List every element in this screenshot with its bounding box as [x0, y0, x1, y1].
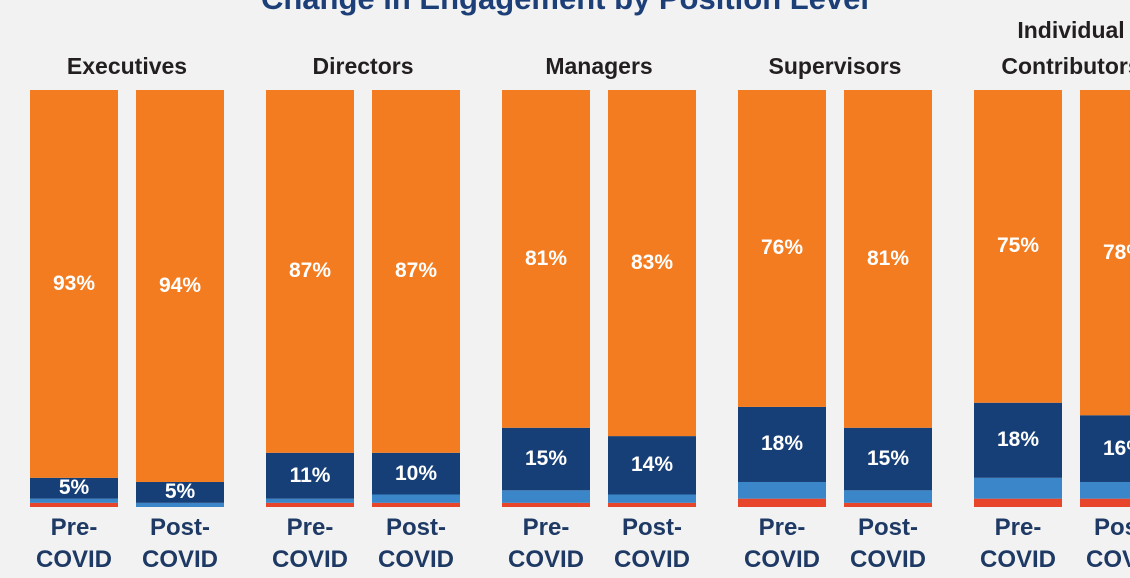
group-label: Directors [312, 53, 414, 79]
data-label: 18% [760, 432, 804, 456]
data-label: 83% [630, 251, 674, 275]
bar-segment [30, 477, 118, 499]
data-label: 5% [164, 480, 196, 504]
bar-segment [502, 90, 590, 428]
bar-segment [974, 90, 1062, 403]
bar-segment [372, 494, 460, 503]
data-label: 10% [394, 461, 438, 485]
data-label: 15% [866, 447, 910, 471]
bar-segment [1080, 498, 1130, 507]
bar-segment [266, 90, 354, 453]
x-tick-label: Post-COVID [613, 514, 690, 573]
bar-segment [136, 90, 224, 482]
bar-segment [608, 436, 696, 495]
data-label: 15% [524, 447, 568, 471]
bar-segment [30, 498, 118, 503]
bar-segment [1080, 415, 1130, 482]
data-label: 14% [630, 453, 674, 477]
group-label: Supervisors [768, 53, 902, 79]
bar-segment [502, 502, 590, 507]
bar-segment [738, 90, 826, 407]
bar-segment [608, 90, 696, 437]
data-label: 76% [760, 236, 804, 260]
bar-segment [974, 498, 1062, 507]
data-label: 81% [866, 246, 910, 270]
group-label: Individual Contributors [1001, 17, 1130, 79]
bar-segment [608, 494, 696, 503]
data-label: 16% [1102, 436, 1130, 460]
bar-segment [372, 452, 460, 495]
x-tick-label: Post-COVID [1085, 514, 1130, 573]
bar-segment [844, 427, 932, 491]
data-label: 94% [158, 273, 202, 297]
bar-segment [30, 502, 118, 507]
bar-segment [502, 427, 590, 491]
data-label: 75% [996, 234, 1040, 258]
bar-segment [974, 402, 1062, 478]
bar-segment [608, 502, 696, 507]
bar-segment [266, 502, 354, 507]
data-label: 87% [394, 259, 438, 283]
x-tick-label: Pre-COVID [979, 514, 1056, 573]
x-tick-label: Pre-COVID [507, 514, 584, 573]
bar-segment [738, 406, 826, 482]
bar-segment [30, 90, 118, 478]
x-tick-label: Post-COVID [141, 514, 218, 573]
bar-segment [738, 481, 826, 499]
bar-segment [266, 498, 354, 503]
data-label: 93% [52, 271, 96, 295]
bar-segment [372, 502, 460, 507]
x-tick-label: Pre-COVID [35, 514, 112, 573]
bar-segment [974, 477, 1062, 499]
group-label: Executives [66, 53, 188, 79]
bar-segment [502, 490, 590, 503]
data-label: 18% [996, 428, 1040, 452]
bar-segment [372, 90, 460, 453]
x-tick-label: Pre-COVID [271, 514, 348, 573]
chart-title: Change in Engagement by Position Level [0, 0, 1130, 17]
data-label: 5% [58, 476, 90, 500]
data-label: 78% [1102, 240, 1130, 264]
bar-segment [136, 481, 224, 503]
bar-segment [844, 490, 932, 503]
data-label: 81% [524, 246, 568, 270]
bar-segment [844, 502, 932, 507]
data-label: 11% [289, 463, 331, 487]
data-label: 87% [288, 259, 332, 283]
x-tick-label: Post-COVID [849, 514, 926, 573]
group-label: Managers [545, 53, 653, 79]
bar-segment [266, 452, 354, 499]
bar-segment [1080, 481, 1130, 499]
bar-segment [738, 498, 826, 507]
bar-segment [136, 502, 224, 507]
bar-segment [844, 90, 932, 428]
bar-segment [1080, 90, 1130, 416]
x-tick-label: Pre-COVID [743, 514, 820, 573]
x-tick-label: Post-COVID [377, 514, 454, 573]
